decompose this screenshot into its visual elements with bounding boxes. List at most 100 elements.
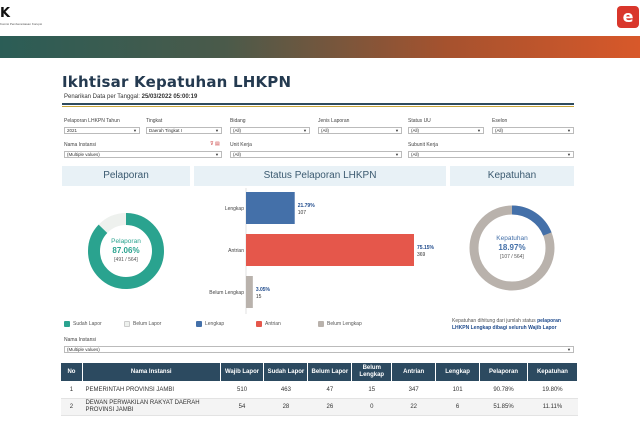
kepatuhan-percent: 18.97% <box>498 243 525 252</box>
filter-label-bidang: Bidang <box>230 118 246 124</box>
filter-label-tahun: Pelaporan LHKPN Tahun <box>64 118 120 124</box>
kepatuhan-donut-fill <box>469 205 555 291</box>
bar-percent-antrian: 75.15% <box>417 245 435 251</box>
col-header-wajib-lapor[interactable]: Wajib Lapor <box>219 362 265 382</box>
filter-label-tingkat: Tingkat <box>146 118 163 124</box>
cell-wajib-lapor: 510 <box>220 381 264 399</box>
bar-lengkap <box>246 192 295 224</box>
instansi-table: No Nama Instansi Wajib Lapor Sudah Lapor… <box>60 362 579 416</box>
instansi-filter-label: Nama Instansi <box>64 337 96 343</box>
col-header-kepatuhan[interactable]: Kepatuhan <box>526 362 579 382</box>
bar-percent-lengkap: 21.79% <box>298 203 316 209</box>
cell-wajib-lapor: 54 <box>220 398 264 416</box>
legend-swatch <box>124 321 130 327</box>
legend-sudah-lapor: Sudah Lapor <box>64 321 102 327</box>
page-title: Ikhtisar Kepatuhan LHKPN <box>62 73 292 91</box>
legend-swatch <box>256 321 262 327</box>
elhkpn-logo: e <box>617 6 639 28</box>
top-bar: K Komisi Pemberantasan Korupsi e <box>0 0 640 36</box>
panel-title-status: Status Pelaporan LHKPN <box>194 166 446 186</box>
bar-count-lengkap: 107 <box>298 210 307 216</box>
cell-lengkap: 6 <box>435 398 480 416</box>
title-divider-accent <box>62 106 574 107</box>
pull-date-value: 25/03/2022 05:00:19 <box>141 94 198 100</box>
pelaporan-donut-label: Pelaporan <box>111 238 141 245</box>
col-header-sudah-lapor[interactable]: Sudah Lapor <box>263 362 309 382</box>
kepatuhan-note: Kepatuhan dihitung dari jumlah status pe… <box>452 318 561 331</box>
bar-label-lengkap: Lengkap <box>225 206 244 212</box>
col-header-belum-lengkap[interactable]: Belum Lengkap <box>351 362 393 382</box>
chevron-down-icon: ▼ <box>215 152 219 157</box>
legend-belum-lapor: Belum Lapor <box>124 321 161 327</box>
filter-label-unit-kerja: Unit Kerja <box>230 142 252 148</box>
legend-swatch <box>64 321 70 327</box>
panel-title-kepatuhan: Kepatuhan <box>450 166 574 186</box>
filter-eselon[interactable]: (All) ▼ <box>492 127 574 134</box>
cell-belum-lapor: 26 <box>307 398 352 416</box>
cell-pelaporan: 90.78% <box>479 381 528 399</box>
filter-label-nama-instansi: Nama Instansi <box>64 142 96 148</box>
pull-date-label: Penarikan Data per Tanggal: <box>64 94 140 100</box>
filter-tahun[interactable]: 2021 ▼ <box>64 127 140 134</box>
col-header-belum-lapor[interactable]: Belum Lapor <box>307 362 353 382</box>
cell-kepatuhan: 11.11% <box>527 398 578 416</box>
bar-count-antrian: 369 <box>417 252 426 258</box>
pelaporan-percent: 87.06% <box>112 246 139 255</box>
col-header-lengkap[interactable]: Lengkap <box>435 362 481 382</box>
pelaporan-detail: [491 / 564] <box>114 257 138 263</box>
filter-bidang[interactable]: (All) ▼ <box>230 127 310 134</box>
cell-belum-lengkap: 0 <box>351 398 392 416</box>
legend-swatch <box>318 321 324 327</box>
filter-tingkat[interactable]: Daerah Tingkat I ▼ <box>146 127 222 134</box>
legend-swatch <box>196 321 202 327</box>
status-bar-chart: Lengkap 21.79%107 Antrian 75.15%369 Belum Le… <box>209 188 435 314</box>
chevron-down-icon: ▼ <box>567 347 571 352</box>
pelaporan-donut-chart: Pelaporan 87.06% [491 / 564] <box>88 213 164 289</box>
filter-nama-instansi[interactable]: (Multiple values) ▼ <box>64 151 222 158</box>
table-row: 2 DEWAN PERWAKILAN RAKYAT DAERAH PROVINS… <box>60 398 578 416</box>
panel-title-pelaporan: Pelaporan <box>62 166 190 186</box>
cell-belum-lengkap: 15 <box>351 381 392 399</box>
filter-unit-kerja[interactable]: (All) ▼ <box>230 151 402 158</box>
bar-percent-belum-lengkap: 3.05% <box>256 287 271 293</box>
cell-sudah-lapor: 28 <box>263 398 308 416</box>
chevron-down-icon: ▼ <box>303 128 307 133</box>
chevron-down-icon: ▼ <box>133 128 137 133</box>
bar-count-belum-lengkap: 15 <box>256 294 262 300</box>
kepatuhan-detail: [107 / 564] <box>500 254 524 260</box>
kepatuhan-donut-label: Kepatuhan <box>496 235 528 242</box>
chevron-down-icon: ▼ <box>477 128 481 133</box>
legend-antrian: Antrian <box>256 321 281 327</box>
bar-antrian <box>246 234 414 266</box>
cell-no: 1 <box>60 381 83 399</box>
filter-status-uu[interactable]: (All) ▼ <box>408 127 484 134</box>
cell-lengkap: 101 <box>435 381 480 399</box>
filter-subunit-kerja[interactable]: (All) ▼ <box>408 151 574 158</box>
cell-antrian: 347 <box>391 381 436 399</box>
cell-sudah-lapor: 463 <box>263 381 308 399</box>
col-header-antrian[interactable]: Antrian <box>391 362 437 382</box>
cell-belum-lapor: 47 <box>307 381 352 399</box>
cell-kepatuhan: 19.80% <box>527 381 578 399</box>
data-pull-date: Penarikan Data per Tanggal: 25/03/2022 0… <box>64 94 197 100</box>
kpk-logo: K <box>0 6 11 21</box>
filter-label-status-uu: Status UU <box>408 118 431 124</box>
chevron-down-icon: ▼ <box>567 152 571 157</box>
title-divider <box>62 103 574 105</box>
kepatuhan-donut-chart: Kepatuhan 18.97% [107 / 564] <box>469 205 555 291</box>
filter-label-subunit-kerja: Subunit Kerja <box>408 142 439 148</box>
cell-antrian: 22 <box>391 398 436 416</box>
instansi-filter[interactable]: (Multiple values) ▼ <box>64 346 574 353</box>
filter-label-eselon: Eselon <box>492 118 508 124</box>
filter-jenis-laporan[interactable]: (All) ▼ <box>318 127 402 134</box>
col-header-nama-instansi[interactable]: Nama Instansi <box>81 362 221 382</box>
header-stripe <box>0 36 640 58</box>
bar-belum-lengkap <box>246 276 253 308</box>
cell-pelaporan: 51.85% <box>479 398 528 416</box>
clear-filter-icon[interactable]: ⊽ ▤ <box>210 141 220 147</box>
table-header-row: No Nama Instansi Wajib Lapor Sudah Lapor… <box>60 362 579 382</box>
legend-lengkap: Lengkap <box>196 321 224 327</box>
col-header-pelaporan[interactable]: Pelaporan <box>479 362 528 382</box>
cell-nama-instansi: PEMERINTAH PROVINSI JAMBI <box>82 381 221 399</box>
col-header-no[interactable]: No <box>60 362 83 382</box>
